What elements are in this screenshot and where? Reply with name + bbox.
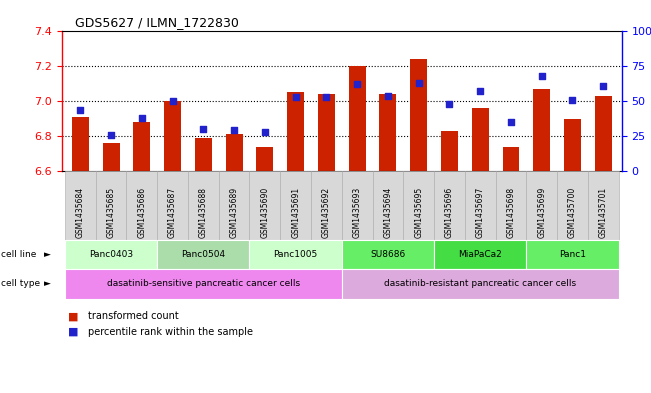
Point [167,98,178,104]
Text: GSM1435691: GSM1435691 [291,187,300,238]
Bar [133,122,150,171]
Point [137,115,147,121]
Point [75,107,85,113]
Bar [441,131,458,171]
Point [260,129,270,135]
Text: GSM1435692: GSM1435692 [322,187,331,238]
Text: transformed count: transformed count [88,311,178,321]
Text: percentile rank within the sample: percentile rank within the sample [88,327,253,337]
Bar [256,147,273,171]
Bar [349,66,366,171]
Point [598,83,609,89]
Text: GSM1435693: GSM1435693 [353,187,362,238]
Bar [564,119,581,171]
Point [321,94,331,100]
Point [290,94,301,100]
Bar [533,89,550,171]
Text: ■: ■ [68,327,79,337]
Bar [595,96,612,171]
Text: GSM1435695: GSM1435695 [414,187,423,238]
Text: ■: ■ [68,311,79,321]
Point [106,132,117,138]
Text: ►: ► [44,250,51,259]
Text: GSM1435689: GSM1435689 [230,187,239,238]
Point [506,119,516,125]
Text: GSM1435696: GSM1435696 [445,187,454,238]
Text: GSM1435698: GSM1435698 [506,187,516,238]
Text: GDS5627 / ILMN_1722830: GDS5627 / ILMN_1722830 [75,16,239,29]
Point [475,88,486,95]
Text: GSM1435684: GSM1435684 [76,187,85,238]
Text: Panc1: Panc1 [559,250,586,259]
Point [383,92,393,99]
Text: GSM1435694: GSM1435694 [383,187,393,238]
Point [536,73,547,79]
Bar [380,94,396,171]
Bar [164,101,181,171]
Text: dasatinib-resistant pancreatic cancer cells: dasatinib-resistant pancreatic cancer ce… [384,279,576,288]
Bar [103,143,120,171]
Text: Panc0403: Panc0403 [89,250,133,259]
Text: cell type: cell type [1,279,40,288]
Point [567,97,577,103]
Bar [472,108,489,171]
Point [229,127,240,134]
Bar [410,59,427,171]
Bar [226,134,243,171]
Text: Panc0504: Panc0504 [181,250,225,259]
Bar [503,147,519,171]
Text: GSM1435685: GSM1435685 [107,187,116,238]
Text: Panc1005: Panc1005 [273,250,318,259]
Point [198,126,208,132]
Point [352,81,363,88]
Text: GSM1435699: GSM1435699 [537,187,546,238]
Text: GSM1435697: GSM1435697 [476,187,485,238]
Bar [72,117,89,171]
Text: GSM1435688: GSM1435688 [199,187,208,238]
Text: GSM1435701: GSM1435701 [599,187,608,238]
Text: GSM1435686: GSM1435686 [137,187,146,238]
Bar [287,92,304,171]
Point [413,80,424,86]
Text: GSM1435687: GSM1435687 [168,187,177,238]
Text: GSM1435700: GSM1435700 [568,187,577,238]
Text: cell line: cell line [1,250,36,259]
Bar [318,94,335,171]
Text: GSM1435690: GSM1435690 [260,187,270,238]
Bar [195,138,212,171]
Text: SU8686: SU8686 [370,250,406,259]
Text: ►: ► [44,279,51,288]
Text: MiaPaCa2: MiaPaCa2 [458,250,502,259]
Text: dasatinib-sensitive pancreatic cancer cells: dasatinib-sensitive pancreatic cancer ce… [107,279,300,288]
Point [444,101,454,107]
